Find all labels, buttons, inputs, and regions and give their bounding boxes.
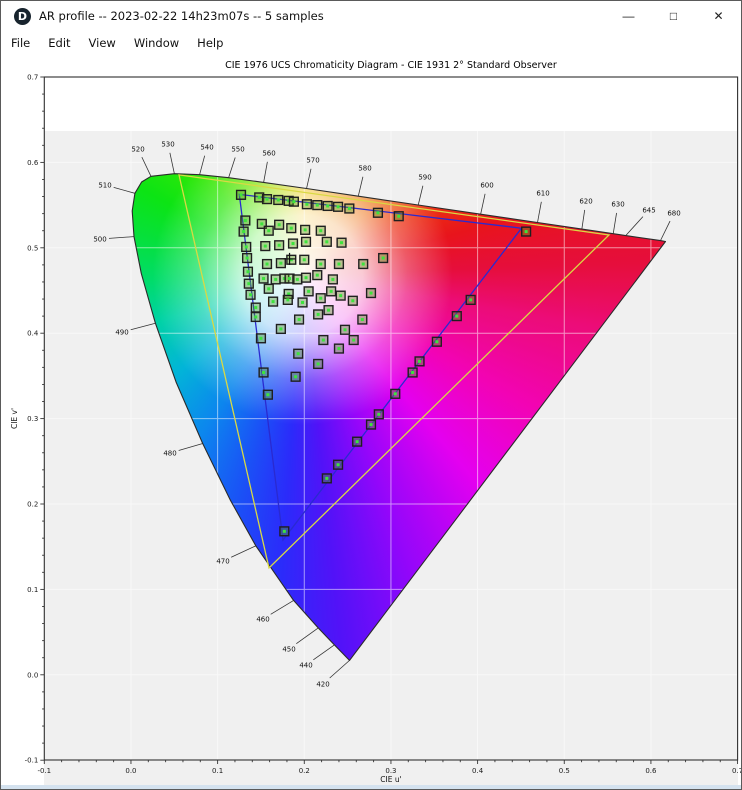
menu-item-file[interactable]: File — [11, 36, 31, 50]
window-title: AR profile -- 2023-02-22 14h23m07s -- 5 … — [39, 9, 324, 23]
title-bar[interactable]: D AR profile -- 2023-02-22 14h23m07s -- … — [1, 1, 741, 31]
app-icon: D — [14, 7, 31, 25]
window-controls: — □ ✕ — [606, 1, 741, 31]
menu-item-edit[interactable]: Edit — [48, 36, 71, 50]
maximize-button[interactable]: □ — [651, 1, 696, 31]
minimize-button[interactable]: — — [606, 1, 651, 31]
close-button[interactable]: ✕ — [696, 1, 741, 31]
menu-item-window[interactable]: Window — [133, 36, 180, 50]
menu-item-view[interactable]: View — [88, 36, 116, 50]
menu-item-help[interactable]: Help — [197, 36, 224, 50]
menu-bar: File Edit View Window Help — [1, 31, 741, 55]
window-bottom-border — [1, 785, 741, 789]
